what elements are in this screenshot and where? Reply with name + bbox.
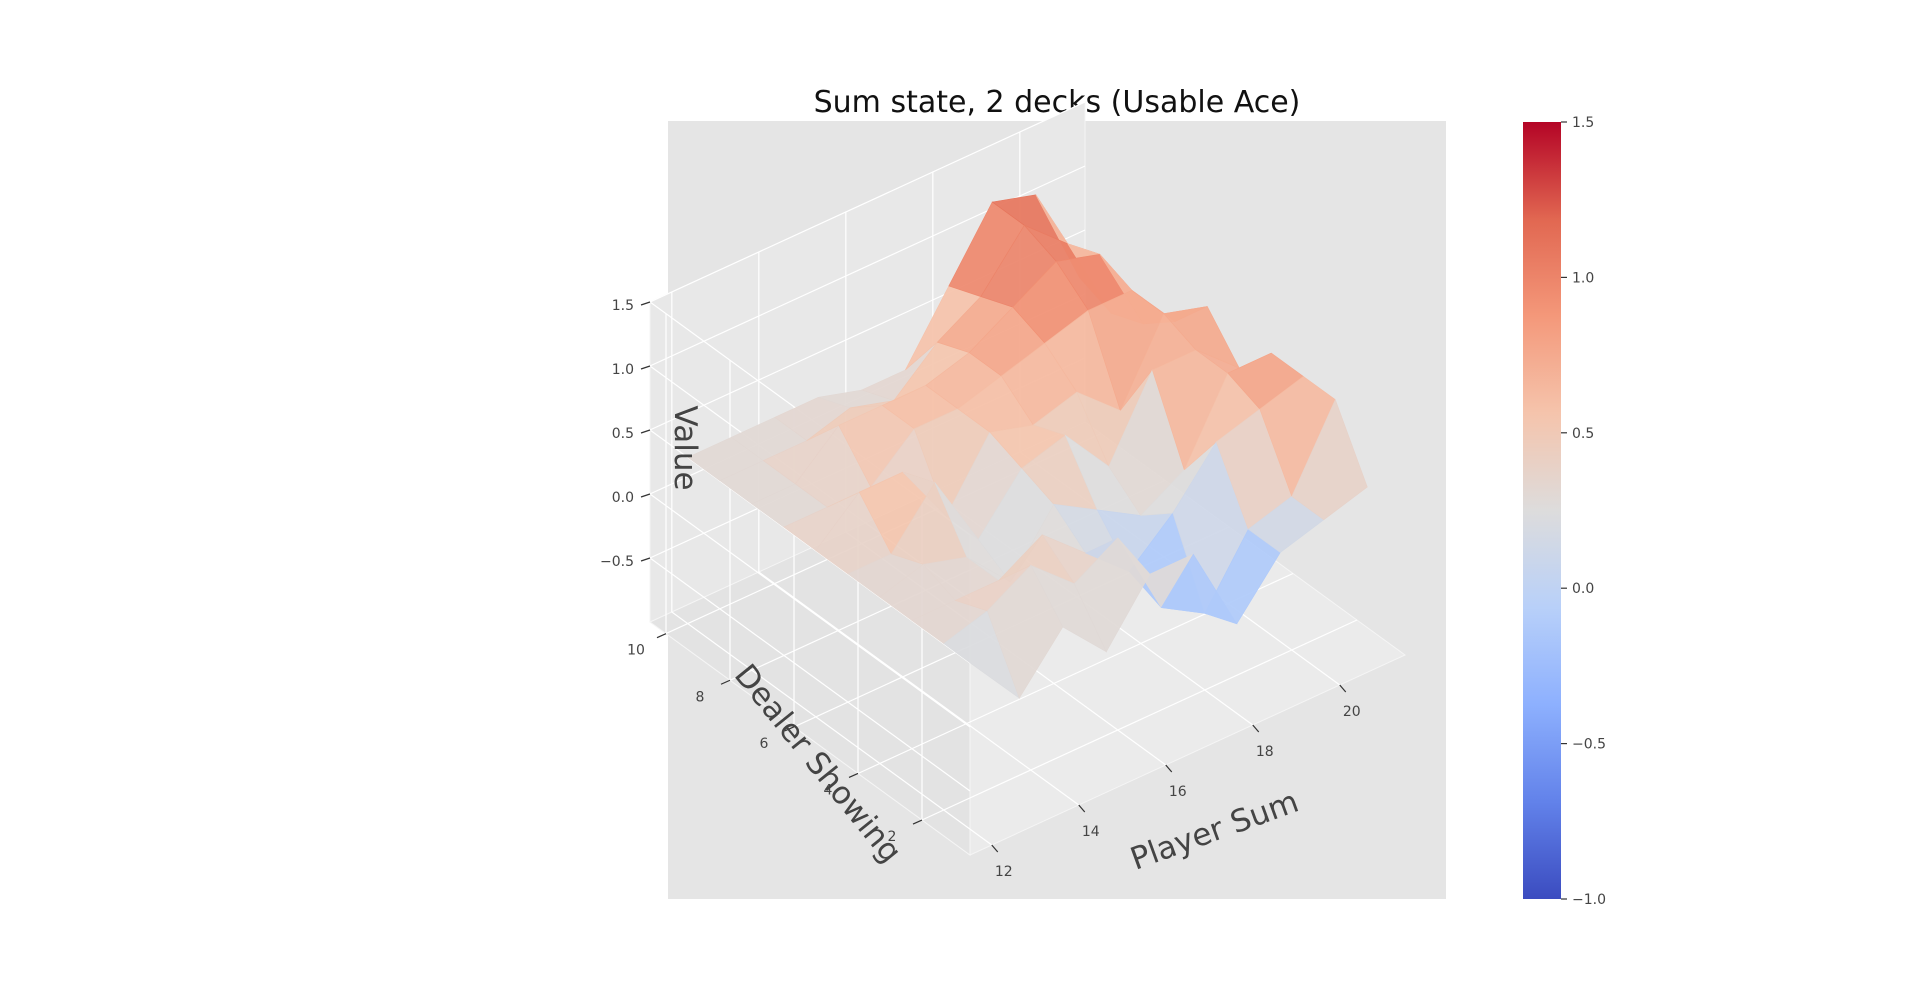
x-tick-label: 16 [1169,784,1187,800]
grid-line-x [758,252,1080,806]
y-tick-label: 4 [824,782,833,798]
z-tick-label: 1.5 [612,298,634,314]
colorbar-tick-label: −0.5 [1572,737,1606,753]
x-tick-label: 14 [1082,824,1100,840]
x-tick [1252,724,1260,733]
z-tick [640,493,651,498]
y-tick-label: 6 [760,736,769,752]
x-tick [1165,764,1173,773]
colorbar-tick-label: 1.5 [1572,115,1594,131]
y-tick [848,772,859,778]
colorbar [1523,122,1561,899]
grid-line-x [671,292,993,846]
y-tick [720,679,731,685]
colorbar-tick-label: 1.0 [1572,270,1594,286]
z-tick [640,557,651,562]
x-tick-label: 12 [995,864,1013,880]
z-axis-label: Value [667,405,703,490]
x-tick [1339,684,1347,693]
y-tick [784,726,795,732]
y-tick-label: 2 [888,829,897,845]
colorbar-tick-label: −1.0 [1572,892,1606,908]
z-tick [640,429,651,434]
x-tick [991,844,999,853]
z-tick-label: 0.5 [612,426,634,442]
x-tick-label: 18 [1256,744,1274,760]
x-tick-label: 20 [1343,704,1361,720]
surface-patch [1291,398,1368,521]
colorbar-tick-label: 0.5 [1572,426,1594,442]
z-tick [640,365,651,370]
axis-ticks: 12 14 16 18 20 2 4 6 8 10 −0.5 0.0 0.5 1.0 1.5 [600,298,1361,880]
z-tick-label: 0.0 [612,490,634,506]
value-surface [687,194,1368,699]
z-tick-label: 1.0 [612,362,634,378]
x-tick [1078,804,1086,813]
y-tick-label: 8 [696,689,705,705]
y-tick [912,819,923,825]
chart-title: Sum state, 2 decks (Usable Ace) [814,85,1301,120]
y-tick [656,633,667,639]
z-tick [640,301,651,306]
y-tick-label: 10 [627,643,645,659]
colorbar-ticks: −1.0 −0.5 0.0 0.5 1.0 1.5 [1561,115,1606,908]
z-tick-label: −0.5 [600,554,634,570]
colorbar-tick-label: 0.0 [1572,581,1594,597]
